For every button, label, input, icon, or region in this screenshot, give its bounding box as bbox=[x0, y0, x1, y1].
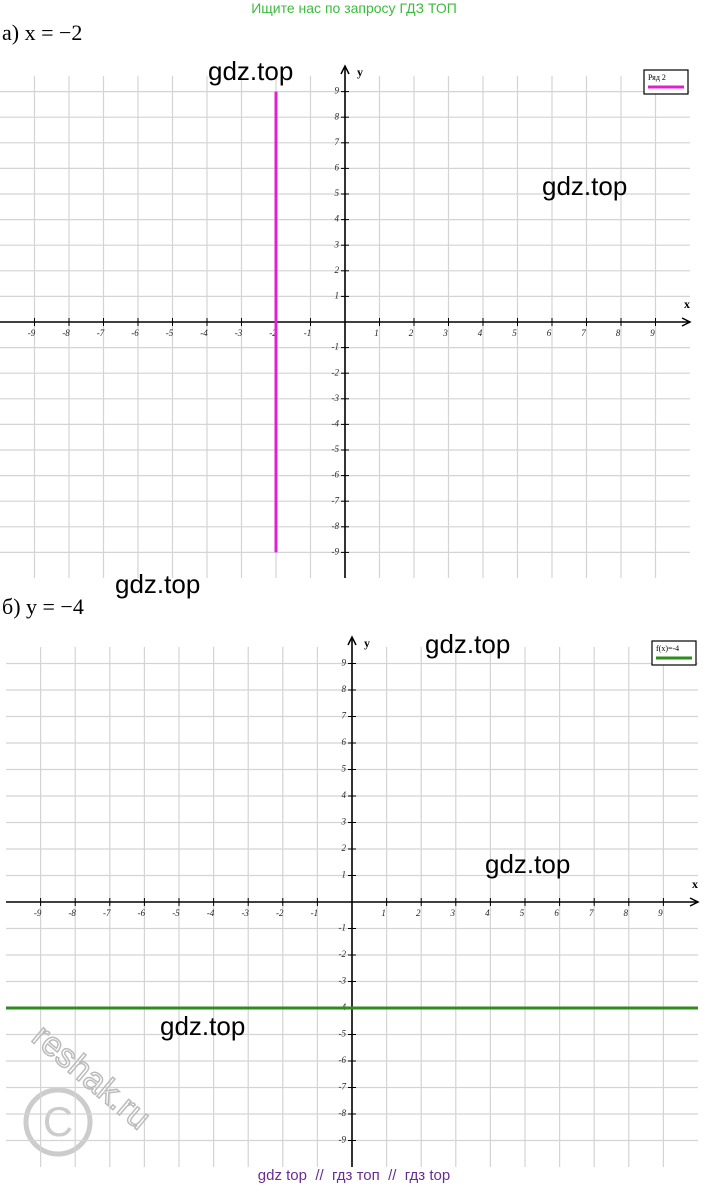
x-tick-label: 6 bbox=[547, 328, 552, 338]
header: Ищите нас по запросу ГДЗ ТОП bbox=[251, 0, 457, 16]
x-tick-label: 4 bbox=[485, 908, 490, 918]
y-tick-label: 7 bbox=[342, 711, 347, 721]
y-tick-label: -2 bbox=[339, 949, 347, 959]
y-tick-label: 9 bbox=[342, 658, 347, 668]
y-tick-label: 1 bbox=[335, 290, 340, 300]
y-tick-label: -5 bbox=[332, 444, 340, 454]
x-tick-label: 6 bbox=[554, 908, 559, 918]
y-tick-label: 3 bbox=[341, 817, 347, 827]
y-tick-label: -2 bbox=[332, 367, 340, 377]
x-tick-label: -5 bbox=[166, 328, 174, 338]
y-tick-label: -9 bbox=[332, 546, 340, 556]
x-tick-label: -3 bbox=[241, 908, 249, 918]
x-tick-label: -1 bbox=[311, 908, 319, 918]
x-tick-label: -8 bbox=[62, 328, 70, 338]
x-axis-label: x bbox=[692, 877, 698, 891]
x-tick-label: -4 bbox=[200, 328, 208, 338]
y-tick-label: 2 bbox=[342, 843, 347, 853]
y-axis-label: y bbox=[357, 65, 363, 79]
svg-text:C: C bbox=[43, 1098, 73, 1145]
y-tick-label: -1 bbox=[339, 923, 347, 933]
watermark: gdz.top bbox=[115, 569, 200, 599]
copyright-icon: C bbox=[23, 1087, 93, 1157]
y-tick-label: -8 bbox=[332, 521, 340, 531]
y-tick-label: 1 bbox=[342, 870, 347, 880]
x-axis-label: x bbox=[684, 297, 690, 311]
x-tick-label: -9 bbox=[28, 328, 36, 338]
x-tick-label: -6 bbox=[131, 328, 139, 338]
x-tick-label: -3 bbox=[235, 328, 243, 338]
y-tick-label: -7 bbox=[332, 495, 340, 505]
y-tick-label: -5 bbox=[339, 1029, 347, 1039]
x-tick-label: -7 bbox=[103, 908, 111, 918]
x-tick-label: -9 bbox=[34, 908, 42, 918]
x-tick-label: 1 bbox=[381, 908, 386, 918]
y-tick-label: -7 bbox=[339, 1082, 347, 1092]
legend-label: f(x)=-4 bbox=[656, 644, 679, 653]
y-tick-label: 5 bbox=[342, 764, 347, 774]
x-tick-label: 5 bbox=[520, 908, 525, 918]
watermark: gdz.top bbox=[208, 56, 293, 86]
x-tick-label: -8 bbox=[68, 908, 76, 918]
y-tick-label: -8 bbox=[339, 1108, 347, 1118]
footer: gdz top // гдз топ // гдз top bbox=[258, 1167, 450, 1184]
x-tick-label: 3 bbox=[450, 908, 456, 918]
x-tick-label: 8 bbox=[624, 908, 629, 918]
y-tick-label: 8 bbox=[335, 111, 340, 121]
y-tick-label: -1 bbox=[332, 342, 340, 352]
y-axis-label: y bbox=[364, 636, 370, 650]
y-tick-label: -6 bbox=[332, 470, 340, 480]
x-tick-label: 7 bbox=[581, 328, 586, 338]
x-tick-label: -2 bbox=[276, 908, 284, 918]
x-tick-label: 9 bbox=[658, 908, 663, 918]
axis-arrow bbox=[340, 64, 350, 75]
x-tick-label: 7 bbox=[589, 908, 594, 918]
x-tick-label: -6 bbox=[138, 908, 146, 918]
x-tick-label: -1 bbox=[304, 328, 312, 338]
y-tick-label: 6 bbox=[342, 737, 347, 747]
axis-arrow bbox=[347, 635, 357, 646]
legend-box bbox=[643, 69, 689, 95]
y-tick-label: -3 bbox=[339, 976, 347, 986]
watermark: gdz.top bbox=[485, 849, 570, 879]
watermark: gdz.top bbox=[542, 171, 627, 201]
y-tick-label: -3 bbox=[332, 393, 340, 403]
y-tick-label: 2 bbox=[335, 265, 340, 275]
chart-title: а) x = −2 bbox=[2, 20, 82, 45]
y-tick-label: -9 bbox=[339, 1135, 347, 1145]
x-tick-label: 5 bbox=[512, 328, 517, 338]
watermark: gdz.top bbox=[425, 629, 510, 659]
x-tick-label: -5 bbox=[172, 908, 180, 918]
y-tick-label: 8 bbox=[342, 684, 347, 694]
chart-title: б) y = −4 bbox=[2, 594, 84, 619]
y-tick-label: 5 bbox=[335, 188, 340, 198]
x-tick-label: -7 bbox=[97, 328, 105, 338]
axis-arrow bbox=[689, 897, 700, 907]
y-tick-label: -6 bbox=[339, 1055, 347, 1065]
x-tick-label: -2 bbox=[269, 328, 277, 338]
y-tick-label: 6 bbox=[335, 162, 340, 172]
x-tick-label: 1 bbox=[374, 328, 379, 338]
y-tick-label: 4 bbox=[342, 790, 347, 800]
y-tick-label: 9 bbox=[335, 86, 340, 96]
y-tick-label: 7 bbox=[335, 137, 340, 147]
legend-box bbox=[651, 640, 697, 666]
x-tick-label: 9 bbox=[650, 328, 655, 338]
watermark: gdz.top bbox=[160, 1011, 245, 1041]
x-tick-label: 3 bbox=[442, 328, 448, 338]
x-tick-label: 2 bbox=[416, 908, 421, 918]
y-tick-label: 3 bbox=[334, 239, 340, 249]
legend-label: Ряд 2 bbox=[648, 73, 666, 82]
axis-arrow bbox=[681, 317, 692, 327]
x-tick-label: 4 bbox=[478, 328, 483, 338]
x-tick-label: -4 bbox=[207, 908, 215, 918]
x-tick-label: 8 bbox=[616, 328, 621, 338]
y-tick-label: -4 bbox=[332, 418, 340, 428]
y-tick-label: 4 bbox=[335, 214, 340, 224]
x-tick-label: 2 bbox=[409, 328, 414, 338]
